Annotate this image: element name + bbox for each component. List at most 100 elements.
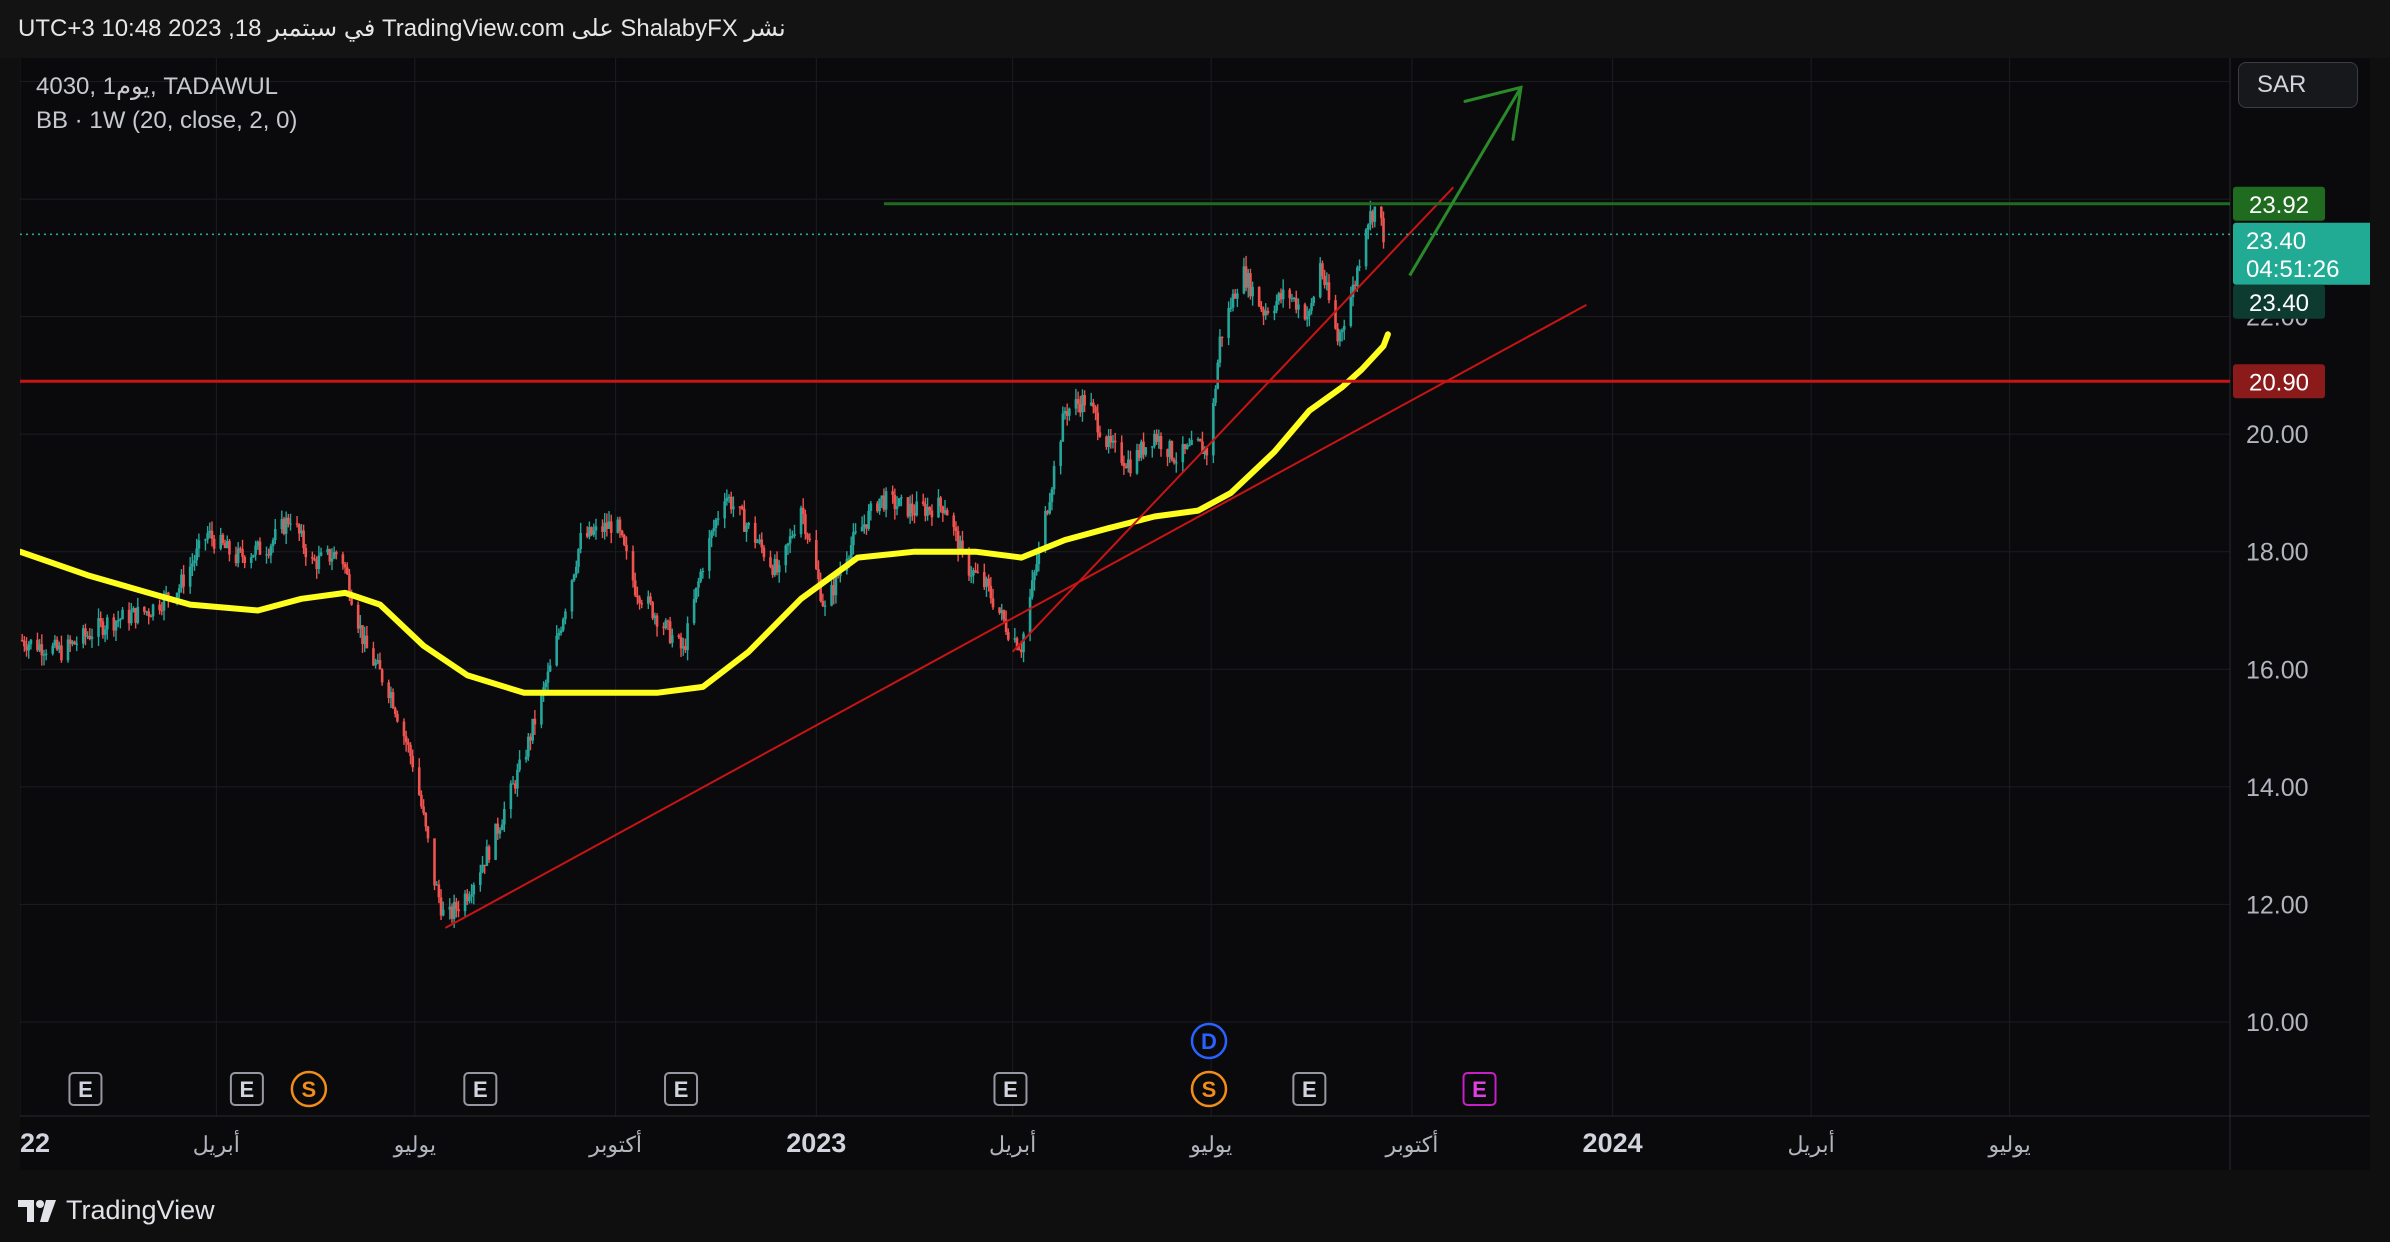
candle-body <box>249 557 253 564</box>
candle-body <box>38 644 41 651</box>
candle-body <box>256 541 260 546</box>
candle-body <box>897 498 901 507</box>
candle-body <box>1242 266 1246 294</box>
candle-body <box>25 646 28 651</box>
indicator-legend[interactable]: BB · 1W (20, close, 2, 0) <box>36 107 298 134</box>
candle-body <box>1231 293 1235 308</box>
candle-body <box>1233 293 1237 299</box>
candle-body <box>745 525 748 532</box>
candle-body <box>252 554 255 558</box>
tradingview-logo-icon[interactable] <box>18 1197 58 1223</box>
candle-body <box>404 736 408 743</box>
candle-body <box>90 636 94 639</box>
event-marker-split[interactable]: S <box>1190 1070 1228 1108</box>
candle-body <box>609 521 613 533</box>
candle-body <box>503 809 506 825</box>
candle-body <box>343 564 347 568</box>
candle-body <box>147 611 151 617</box>
candle-body <box>1351 284 1355 298</box>
marker-circle <box>290 1070 328 1108</box>
candle-body <box>1144 447 1148 455</box>
marker-letter: D <box>1201 1029 1217 1054</box>
candle-body <box>160 610 164 612</box>
candle-body <box>913 512 916 516</box>
candle-body <box>27 644 31 651</box>
candle-body <box>876 503 879 512</box>
candle-body <box>73 641 76 645</box>
candle-body <box>350 596 353 605</box>
candle-body <box>1236 293 1239 299</box>
candle-body <box>1068 408 1071 416</box>
candle-body <box>328 549 332 562</box>
candle-body <box>389 692 393 698</box>
candle-body <box>282 519 286 534</box>
candle-body <box>618 519 622 531</box>
y-tick-label: 20.00 <box>2246 421 2309 449</box>
event-marker-earnings[interactable]: E <box>229 1072 264 1106</box>
candle-body <box>1015 638 1019 650</box>
candle-body <box>1201 441 1204 454</box>
candle-body <box>769 557 772 567</box>
candle-body <box>223 543 227 548</box>
candle-body <box>1142 441 1145 455</box>
footer-brand[interactable]: TradingView <box>66 1194 215 1225</box>
candle-body <box>714 519 718 529</box>
candle-body <box>1366 224 1370 230</box>
candle-body <box>801 507 805 515</box>
candle-body <box>585 532 589 537</box>
candle-body <box>677 635 681 638</box>
candle-body <box>1382 218 1385 243</box>
candle-body <box>114 621 118 631</box>
candle-body <box>784 545 788 566</box>
candle-body <box>465 893 469 902</box>
marker-box <box>664 1072 699 1106</box>
event-marker-earnings-upcoming[interactable]: E <box>1462 1072 1497 1106</box>
candle-body <box>112 617 116 631</box>
candle-body <box>1033 572 1036 581</box>
event-marker-earnings[interactable]: E <box>463 1072 498 1106</box>
candle-body <box>1083 395 1086 406</box>
event-marker-earnings[interactable]: E <box>664 1072 699 1106</box>
event-marker-earnings[interactable]: E <box>1292 1072 1327 1106</box>
candle-body <box>1198 439 1202 442</box>
candle-body <box>1220 336 1224 338</box>
bb-basis-line <box>20 331 1391 696</box>
projection-arrow-head <box>1463 85 1523 141</box>
candle-body <box>1028 596 1032 634</box>
candle-body <box>271 540 275 547</box>
event-marker-earnings[interactable]: E <box>68 1072 103 1106</box>
candle-body <box>1002 610 1006 620</box>
candle-body <box>295 523 299 525</box>
candle-body <box>814 539 818 570</box>
candle-body <box>376 660 380 663</box>
candle-body <box>1340 329 1344 333</box>
candle-body <box>1150 446 1154 448</box>
x-tick-label: 2022 <box>20 1128 50 1158</box>
candle-body <box>808 538 812 540</box>
candle-body <box>407 742 410 745</box>
marker-box <box>1462 1072 1497 1106</box>
event-marker-earnings[interactable]: E <box>993 1072 1028 1106</box>
candle-body <box>143 606 146 612</box>
candle-body <box>348 574 351 597</box>
candle-body <box>55 639 59 650</box>
candle-body <box>605 522 609 529</box>
candle-body <box>1214 388 1217 403</box>
event-marker-split[interactable]: S <box>290 1070 328 1108</box>
candle-body <box>529 736 532 741</box>
candle-body <box>424 813 428 827</box>
currency-selector[interactable]: SAR <box>2238 62 2358 108</box>
candle-body <box>1277 293 1281 302</box>
price-chart[interactable]: 10.0012.0014.0016.0018.0020.0022.0024.00… <box>20 58 2370 1170</box>
event-marker-dividend[interactable]: D <box>1190 1022 1228 1060</box>
candle-body <box>20 639 24 642</box>
symbol-legend[interactable]: 4030, 1يوم, TADAWUL <box>36 73 279 100</box>
candle-body <box>1168 440 1172 457</box>
candle-body <box>1249 273 1252 297</box>
price-tag-box <box>2233 364 2325 399</box>
candle-body <box>891 491 894 495</box>
candle-body <box>636 595 639 598</box>
chart-area[interactable]: 10.0012.0014.0016.0018.0020.0022.0024.00… <box>20 58 2370 1170</box>
candle-body <box>961 540 964 550</box>
candle-body <box>129 612 133 624</box>
